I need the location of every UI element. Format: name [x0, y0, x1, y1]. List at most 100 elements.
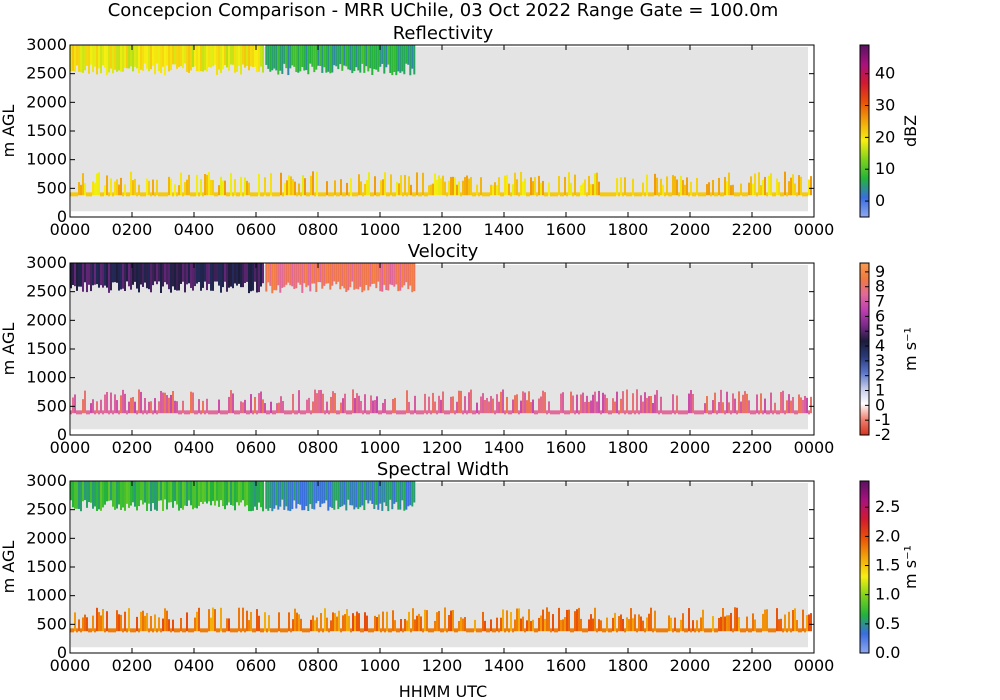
echo-column	[234, 263, 236, 284]
echo-column	[146, 612, 148, 632]
echo-column	[416, 410, 418, 415]
echo-column	[190, 628, 192, 633]
echo-column	[260, 45, 262, 67]
echo-column	[158, 192, 160, 197]
echo-column	[114, 181, 116, 196]
echo-column	[102, 481, 104, 508]
echo-column	[714, 192, 716, 197]
echo-column	[300, 192, 302, 197]
echo-column	[365, 481, 368, 501]
echo-column	[308, 192, 310, 197]
echo-column	[638, 614, 640, 632]
echo-column	[232, 628, 234, 633]
echo-column	[464, 617, 466, 632]
echo-column	[188, 481, 190, 501]
echo-column	[288, 612, 290, 632]
echo-column	[644, 192, 646, 197]
echo-column	[108, 628, 110, 633]
echo-column	[405, 45, 408, 64]
echo-column	[336, 410, 338, 415]
echo-column	[140, 192, 142, 197]
echo-column	[616, 628, 618, 633]
echo-column	[130, 45, 132, 67]
echo-column	[413, 45, 416, 75]
echo-column	[285, 481, 288, 507]
echo-column	[72, 45, 74, 71]
echo-column	[323, 263, 326, 286]
y-tick-label: 1500	[26, 557, 67, 576]
echo-column	[590, 184, 592, 196]
echo-column	[196, 174, 198, 196]
echo-column	[394, 397, 396, 414]
echo-column	[748, 628, 750, 633]
echo-column	[560, 192, 562, 197]
echo-column	[804, 395, 806, 414]
echo-column	[180, 263, 182, 284]
echo-column	[90, 403, 92, 414]
echo-column	[92, 181, 94, 196]
echo-column	[168, 45, 170, 72]
echo-column	[212, 607, 214, 632]
echo-column	[254, 192, 256, 197]
echo-column	[104, 394, 106, 414]
echo-column	[186, 410, 188, 415]
echo-column	[70, 410, 72, 415]
echo-column	[290, 176, 292, 196]
echo-column	[295, 481, 298, 509]
echo-column	[132, 180, 134, 196]
echo-column	[532, 399, 534, 414]
echo-column	[407, 481, 410, 507]
x-tick-label: 0600	[236, 656, 277, 675]
echo-column	[408, 176, 410, 196]
echo-column	[334, 393, 336, 414]
echo-column	[267, 45, 270, 69]
echo-column	[144, 615, 146, 632]
echo-column	[236, 410, 238, 415]
echo-column	[206, 481, 208, 504]
echo-column	[286, 180, 288, 196]
echo-column	[716, 410, 718, 415]
echo-column	[78, 481, 80, 509]
x-tick-label: 2200	[732, 656, 773, 675]
echo-column	[434, 401, 436, 414]
echo-column	[436, 612, 438, 632]
echo-column	[356, 393, 358, 414]
echo-column	[446, 192, 448, 197]
echo-column	[265, 481, 268, 509]
echo-column	[70, 263, 72, 289]
echo-column	[196, 481, 198, 509]
echo-column	[376, 396, 378, 414]
echo-column	[440, 178, 442, 196]
echo-column	[194, 45, 196, 67]
echo-column	[314, 620, 316, 632]
echo-column	[214, 45, 216, 65]
echo-column	[274, 192, 276, 197]
echo-column	[375, 45, 378, 70]
echo-column	[401, 481, 404, 501]
echo-column	[552, 192, 554, 197]
echo-column	[470, 389, 472, 414]
echo-column	[288, 175, 290, 196]
echo-column	[706, 628, 708, 633]
echo-column	[408, 401, 410, 414]
echo-column	[160, 628, 162, 633]
echo-column	[348, 410, 350, 415]
echo-column	[404, 618, 406, 632]
echo-column	[376, 617, 378, 632]
echo-column	[348, 192, 350, 197]
echo-column	[726, 615, 728, 632]
echo-column	[594, 607, 596, 632]
echo-column	[293, 481, 296, 501]
echo-column	[304, 628, 306, 633]
echo-column	[228, 396, 230, 414]
echo-column	[132, 45, 134, 72]
echo-column	[260, 192, 262, 197]
echo-column	[794, 410, 796, 415]
echo-column	[262, 45, 264, 73]
echo-column	[206, 263, 208, 291]
echo-column	[405, 263, 408, 283]
echo-column	[734, 398, 736, 414]
echo-column	[124, 393, 126, 414]
echo-column	[230, 172, 232, 196]
echo-column	[258, 173, 260, 196]
